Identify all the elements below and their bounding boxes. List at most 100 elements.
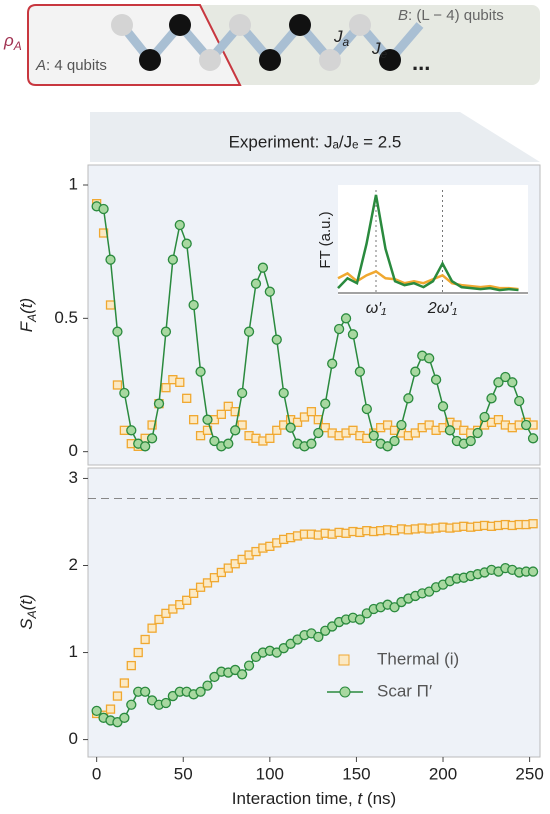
y-tick-label: 3 (69, 468, 78, 487)
point (306, 407, 317, 417)
point (424, 353, 435, 364)
series-line (337, 269, 519, 291)
ja-label: Ja (333, 27, 350, 49)
point (354, 366, 366, 377)
point (98, 203, 109, 215)
legend-label: Scar Π′ (377, 681, 432, 700)
point (112, 380, 123, 390)
point (514, 395, 525, 407)
point (209, 671, 220, 683)
point (313, 427, 324, 439)
point (182, 393, 192, 403)
point (202, 414, 213, 425)
point (500, 371, 511, 383)
point (181, 238, 192, 249)
point (486, 393, 497, 404)
legend-marker (339, 686, 351, 698)
point (175, 377, 185, 387)
x-tick-label: 0 (92, 764, 101, 783)
point (368, 430, 379, 441)
point (403, 393, 414, 404)
schematic: ρA A: 4 qubits B: (L − 4) qubits Ja Je .… (3, 4, 540, 86)
inset (338, 185, 528, 295)
point (223, 401, 233, 411)
x-tick-label: 100 (256, 764, 284, 783)
point (493, 377, 504, 388)
point (105, 254, 116, 265)
point (285, 422, 296, 433)
point (195, 366, 206, 377)
point (154, 614, 164, 625)
point (91, 705, 102, 717)
point (188, 299, 199, 311)
panel-bottom (87, 467, 541, 758)
point (410, 428, 420, 438)
point (382, 441, 393, 452)
x-tick-label: 150 (342, 764, 370, 783)
point (237, 420, 247, 430)
region-b-label: B: (L − 4) qubits (398, 7, 504, 24)
point (105, 704, 116, 714)
y-tick-label: 0 (69, 729, 78, 748)
point (389, 435, 400, 447)
title-banner (90, 112, 540, 162)
point (528, 519, 538, 529)
point (140, 634, 150, 645)
point (520, 419, 532, 431)
point (264, 286, 275, 297)
point (410, 366, 421, 377)
region-a-label: A: 4 qubits (35, 57, 107, 74)
ellipsis: ... (412, 50, 430, 75)
point (161, 383, 171, 393)
x-axis-label: Interaction time, t (ns) (232, 789, 396, 808)
point (195, 431, 206, 441)
point (354, 614, 366, 625)
x-tick-label: 50 (174, 764, 193, 783)
point (139, 441, 151, 452)
point (527, 566, 539, 577)
point (333, 323, 345, 335)
point (126, 699, 137, 710)
y-axis-label: FA(t) (17, 298, 39, 332)
x-tick-label: 2ω′₁ (427, 300, 457, 317)
x-tick-label: 250 (515, 764, 543, 783)
point (272, 425, 282, 435)
point (389, 602, 400, 613)
point (147, 420, 157, 430)
point (465, 435, 476, 447)
point (188, 415, 199, 425)
point (182, 595, 192, 605)
point (479, 411, 490, 423)
point (430, 374, 442, 385)
point (133, 647, 143, 658)
point (313, 415, 323, 425)
point (313, 631, 324, 643)
point (139, 686, 151, 697)
point (167, 254, 179, 265)
y-tick-label: 2 (69, 555, 78, 574)
point (188, 588, 199, 598)
point (278, 387, 289, 399)
qubits (111, 14, 401, 71)
point (327, 358, 338, 369)
point (271, 334, 282, 345)
point (382, 420, 393, 430)
point (209, 435, 220, 447)
point (243, 660, 255, 671)
point (105, 300, 116, 310)
point (292, 417, 303, 427)
point (153, 398, 165, 409)
point (265, 433, 275, 443)
y-tick-label: 0.5 (54, 308, 78, 327)
point (243, 326, 255, 337)
legend-label: Thermal (i) (377, 649, 459, 668)
point (306, 438, 317, 449)
rho-label: ρA (3, 31, 22, 53)
series-line (337, 194, 519, 292)
point (472, 427, 483, 439)
point (216, 409, 226, 419)
point (126, 425, 137, 436)
point (320, 423, 330, 433)
je-label: Je (371, 39, 388, 61)
